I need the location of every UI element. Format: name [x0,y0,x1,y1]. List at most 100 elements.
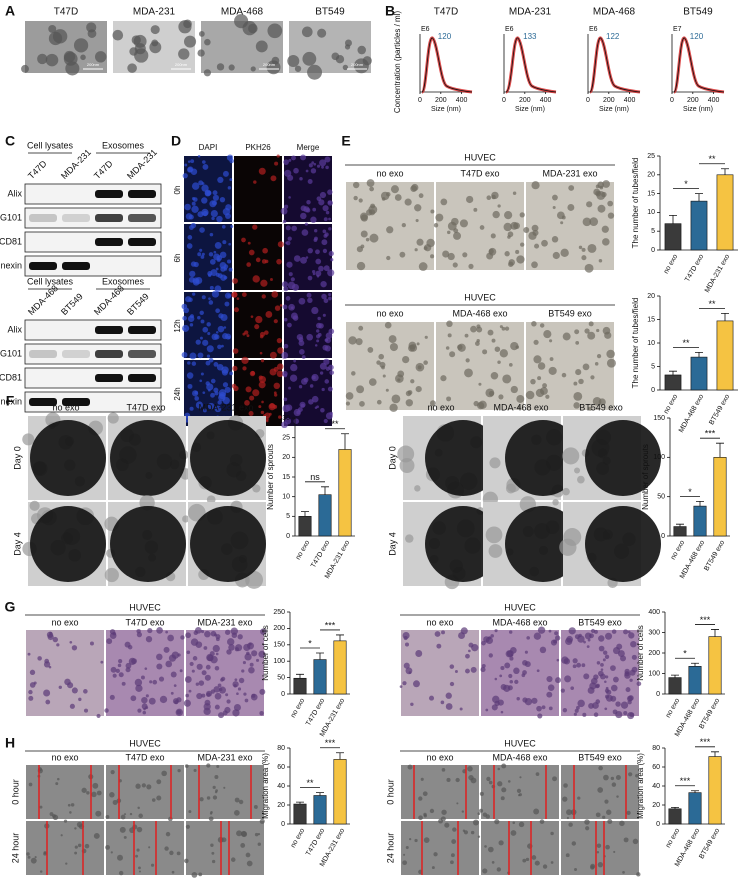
texture [562,332,571,341]
cell-label: HUVEC [504,602,536,612]
texture [284,204,289,209]
texture [318,265,324,272]
y-tick-label: 20 [282,454,290,461]
texture [627,712,635,720]
texture [577,699,585,708]
x-tick-label: BT549 exo [703,539,726,572]
texture [270,278,273,281]
texture [58,685,62,689]
texture [416,342,420,346]
error-bar [321,486,329,495]
texture [598,765,603,771]
texture [190,168,198,175]
texture [202,160,206,164]
texture [110,851,113,854]
texture [207,402,215,410]
texture [170,671,177,678]
texture [321,239,328,246]
texture [549,357,554,361]
texture [48,665,52,669]
texture [632,838,639,845]
condition-label: MDA-468 exo [452,308,507,318]
texture [573,391,583,401]
texture [550,831,554,836]
texture [200,319,205,324]
image [231,356,284,426]
texture [479,225,485,230]
texture [209,232,214,237]
texture [169,850,174,856]
texture [554,635,561,641]
texture [585,826,590,831]
texture [492,695,500,704]
error-bar [711,751,719,757]
texture [282,304,288,310]
image [182,154,234,223]
texture [288,272,293,277]
texture [276,370,284,378]
texture [197,316,201,320]
bar [333,640,347,695]
texture [250,66,256,72]
band [128,374,156,382]
texture [360,230,368,238]
texture [369,186,374,192]
texture [319,362,327,370]
texture [219,197,226,203]
texture [466,195,474,204]
texture [517,794,521,797]
texture [285,240,291,246]
texture [290,277,295,282]
texture [150,863,155,867]
texture [365,237,370,242]
texture [301,378,308,385]
texture [240,830,247,837]
texture [48,24,57,33]
texture [253,180,257,184]
texture [440,375,447,382]
texture [335,55,345,64]
significance: ** [331,419,339,429]
cell-label: HUVEC [504,738,536,748]
texture [399,251,406,258]
texture [189,406,194,411]
texture [251,650,258,657]
texture [464,333,469,338]
texture [311,395,319,403]
texture [441,768,446,772]
texture [622,871,625,874]
texture [307,179,313,185]
texture [353,181,360,189]
texture [203,707,211,716]
texture [253,805,258,809]
texture [451,839,457,844]
texture [575,369,582,376]
significance: *** [705,429,716,439]
y-tick-label: 0 [281,821,285,828]
texture [250,315,254,318]
texture [356,261,366,271]
texture [229,178,233,182]
texture [489,457,501,469]
texture [311,306,319,315]
x-tick-label: MDA-231 exo [704,253,732,294]
texture [571,841,577,846]
texture [513,667,520,675]
texture [182,515,190,523]
texture [136,826,143,833]
condition-label: no exo [427,402,454,412]
y-tick-label: 15 [647,190,655,197]
texture [112,673,117,678]
texture [459,219,468,228]
texture [252,224,258,230]
texture [178,48,190,60]
texture [283,397,288,402]
texture [405,534,414,543]
band [128,350,156,358]
texture [564,675,572,683]
texture [454,670,458,673]
texture [628,632,635,639]
texture [255,315,263,324]
y-axis-label: Number of cells [261,625,270,681]
texture [358,198,363,203]
